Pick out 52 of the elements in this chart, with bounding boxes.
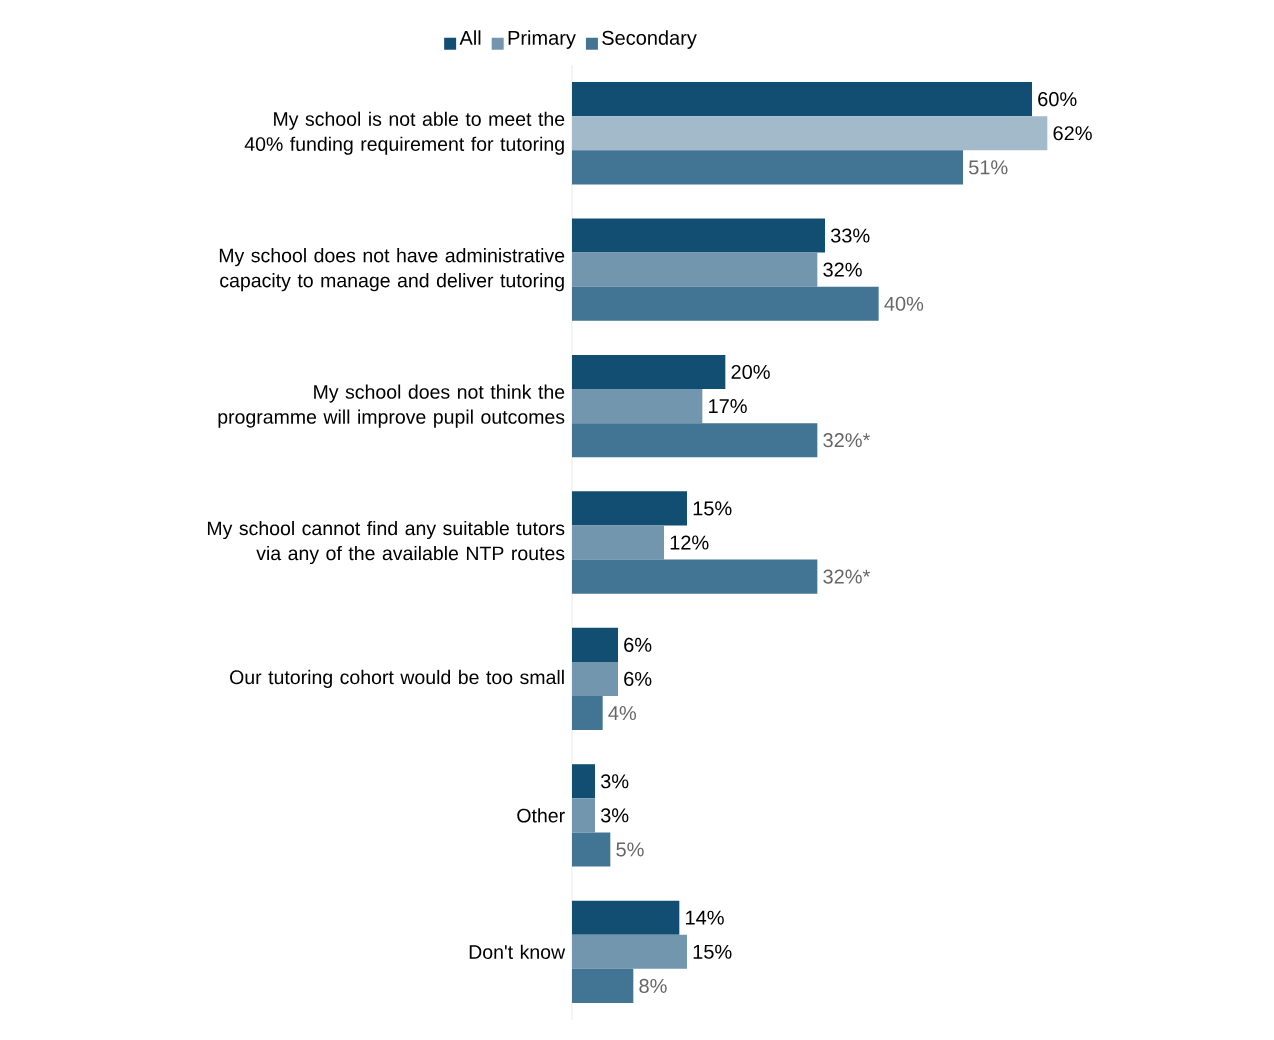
bar bbox=[571, 150, 963, 185]
data-label: 60% bbox=[1038, 92, 1077, 107]
bar bbox=[571, 832, 611, 867]
data-label: 51% bbox=[969, 160, 1008, 175]
bar bbox=[571, 218, 825, 253]
y-tick-label: Don't know bbox=[469, 944, 566, 959]
y-tick-label: My school cannot find any suitable tutors via any of the available NTP routes bbox=[207, 520, 565, 565]
data-label: 62% bbox=[1053, 126, 1092, 141]
bar bbox=[571, 286, 879, 321]
y-tick-label: Our tutoring cohort would be too small bbox=[230, 669, 564, 689]
bar bbox=[571, 389, 703, 424]
legend-label: Secondary bbox=[602, 30, 697, 49]
data-label: 6% bbox=[624, 637, 652, 652]
data-label: 3% bbox=[600, 808, 629, 823]
y-tick-label: Other bbox=[517, 808, 565, 823]
data-label: 15% bbox=[693, 501, 732, 516]
bar bbox=[571, 525, 664, 560]
data-label: 4% bbox=[608, 706, 637, 721]
bar bbox=[571, 491, 687, 526]
data-label: 20% bbox=[731, 364, 770, 380]
data-label: 3% bbox=[600, 774, 629, 789]
data-label: 17% bbox=[709, 399, 747, 414]
bar bbox=[571, 423, 818, 458]
data-label: 32%* bbox=[823, 569, 871, 584]
data-label: 32% bbox=[823, 262, 862, 277]
data-label: 40% bbox=[884, 296, 924, 311]
bar bbox=[571, 252, 818, 287]
legend-label: All bbox=[459, 30, 481, 45]
bar bbox=[571, 661, 618, 696]
data-label: 15% bbox=[693, 944, 732, 959]
data-label: 33% bbox=[830, 228, 870, 243]
legend-label: Primary bbox=[508, 30, 576, 49]
y-tick-label: My school does not think the programme will improve pupil outcomes bbox=[218, 384, 565, 428]
y-tick-label: My school is not able to meet the 40% funding requirement for tutoring bbox=[244, 111, 565, 155]
data-label: 14% bbox=[686, 910, 724, 925]
bar bbox=[571, 627, 618, 662]
y-tick-label: My school does not have administrative capacity to manage and deliver tutoring bbox=[219, 248, 565, 292]
data-label: 32%* bbox=[823, 433, 871, 448]
bar bbox=[571, 934, 687, 969]
bar bbox=[571, 900, 680, 935]
data-label: 12% bbox=[670, 535, 709, 550]
bar bbox=[571, 116, 1048, 151]
data-label: 8% bbox=[639, 978, 667, 993]
data-label: 6% bbox=[624, 671, 652, 687]
data-label: 5% bbox=[616, 842, 644, 857]
bar bbox=[571, 798, 595, 833]
bar bbox=[571, 968, 634, 1003]
bar bbox=[571, 559, 818, 594]
bar bbox=[571, 696, 603, 731]
bar bbox=[571, 764, 595, 799]
bar bbox=[571, 354, 726, 390]
bar bbox=[571, 82, 1032, 117]
